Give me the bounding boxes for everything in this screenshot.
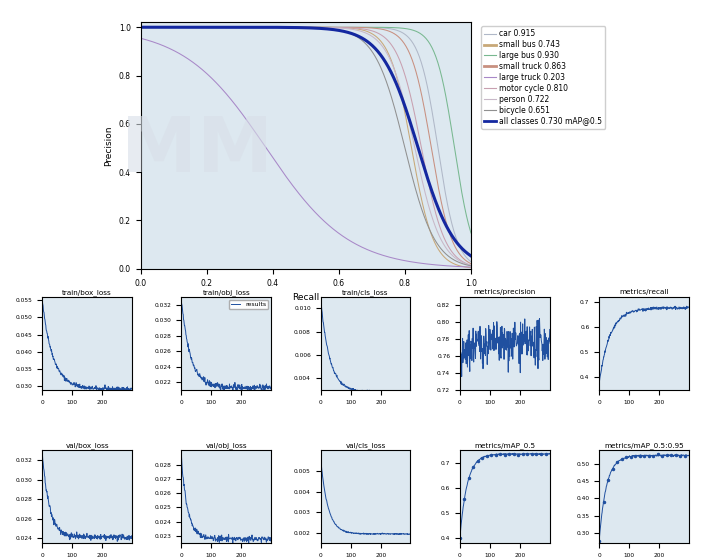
Title: train/obj_loss: train/obj_loss	[202, 289, 250, 296]
Title: val/cls_loss: val/cls_loss	[345, 442, 386, 449]
Title: val/obj_loss: val/obj_loss	[205, 442, 247, 449]
Title: val/box_loss: val/box_loss	[65, 442, 109, 449]
Title: metrics/mAP_0.5: metrics/mAP_0.5	[475, 442, 536, 449]
Title: train/box_loss: train/box_loss	[63, 289, 112, 296]
Y-axis label: Precision: Precision	[104, 125, 113, 166]
Legend: car 0.915, small bus 0.743, large bus 0.930, small truck 0.863, large truck 0.20: car 0.915, small bus 0.743, large bus 0.…	[482, 26, 605, 129]
Legend: results: results	[229, 300, 268, 309]
Text: MM: MM	[121, 114, 273, 188]
Title: metrics/recall: metrics/recall	[619, 289, 669, 295]
Title: metrics/mAP_0.5:0.95: metrics/mAP_0.5:0.95	[604, 442, 684, 449]
Title: metrics/precision: metrics/precision	[474, 289, 536, 295]
Title: train/cls_loss: train/cls_loss	[342, 289, 389, 296]
X-axis label: Recall: Recall	[292, 293, 319, 302]
